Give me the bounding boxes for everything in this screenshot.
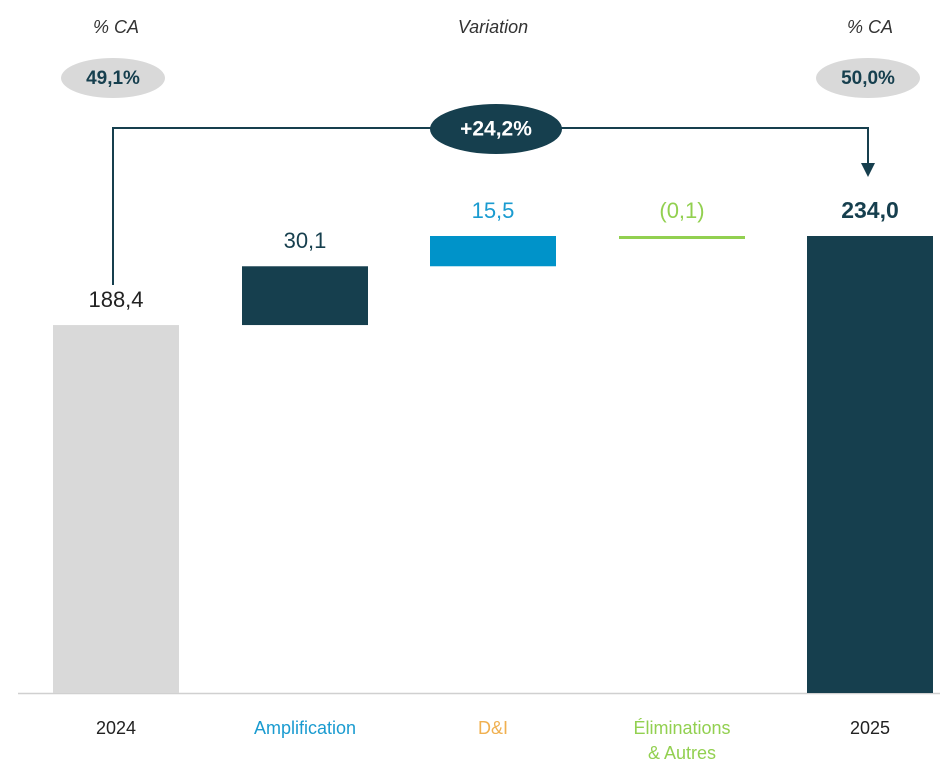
right-header: % CA xyxy=(847,17,893,37)
category-label: Éliminations & Autres xyxy=(633,718,731,763)
category-label: D&I xyxy=(477,718,508,738)
left-pill xyxy=(61,58,165,98)
right-ratio: 50,0% xyxy=(841,68,895,89)
arrow-head xyxy=(861,163,875,177)
category-label: 2025 xyxy=(849,718,891,738)
left-ratio: 49,1% xyxy=(86,68,140,89)
value-label: 15,5 xyxy=(472,198,515,223)
left-header: % CA xyxy=(93,17,139,37)
bar xyxy=(619,236,745,239)
variation-label: +24,2% xyxy=(460,118,532,141)
value-label: 234,0 xyxy=(841,197,899,223)
bar xyxy=(242,266,368,326)
category-label: Amplification xyxy=(253,718,357,738)
bar xyxy=(430,236,556,267)
value-label: 188,4 xyxy=(88,287,143,312)
variation-pill xyxy=(430,104,562,154)
bar xyxy=(807,236,933,693)
bar xyxy=(53,325,179,693)
category-label: 2024 xyxy=(95,718,137,738)
right-pill xyxy=(816,58,920,98)
value-label: (0,1) xyxy=(659,198,704,223)
value-label: 30,1 xyxy=(284,228,327,253)
center-header: Variation xyxy=(458,17,528,37)
